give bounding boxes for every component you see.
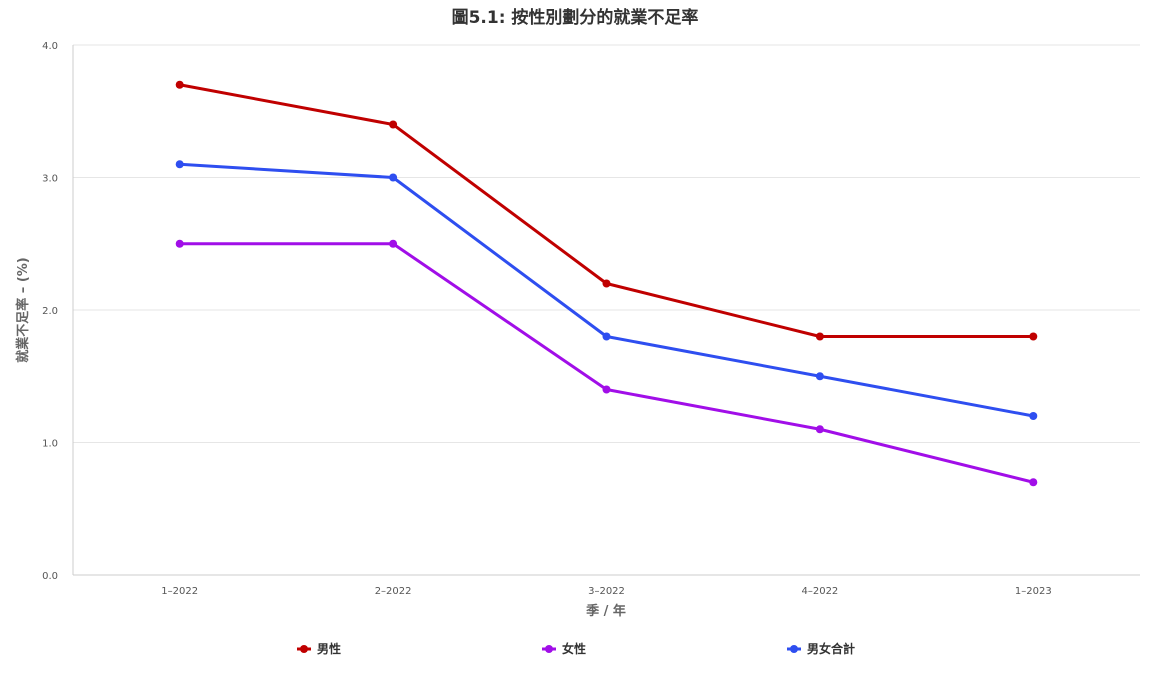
y-tick-label: 2.0 [42, 306, 58, 317]
x-tick-label: 1–2022 [161, 586, 198, 597]
series-line [178, 83, 1035, 338]
y-tick-label: 0.0 [42, 571, 58, 582]
legend: 男性 女性 男女合計 [297, 641, 855, 656]
legend-marker [790, 645, 798, 653]
data-point[interactable] [175, 160, 184, 169]
data-point[interactable] [602, 279, 611, 288]
legend-marker [300, 645, 308, 653]
legend-marker [545, 645, 553, 653]
x-tick-label: 2–2022 [375, 586, 412, 597]
series-0 [175, 80, 1038, 341]
data-point[interactable] [815, 372, 824, 381]
x-tick-label: 4–2022 [801, 586, 838, 597]
data-point[interactable] [1029, 478, 1038, 487]
data-point[interactable] [1029, 412, 1038, 420]
chart-title: 圖5.1: 按性別劃分的就業不足率 [452, 7, 699, 28]
data-point[interactable] [175, 80, 184, 89]
y-tick-label: 1.0 [42, 439, 58, 450]
legend-label: 女性 [562, 641, 586, 656]
series-line [178, 162, 1035, 418]
data-point[interactable] [389, 239, 398, 248]
data-point[interactable] [602, 332, 611, 341]
y-tick-label: 4.0 [42, 41, 58, 52]
legend-label: 男性 [317, 641, 341, 656]
gridlines [73, 44, 1140, 443]
data-point[interactable] [815, 425, 824, 434]
y-tick-label: 3.0 [42, 174, 58, 185]
data-point[interactable] [389, 120, 398, 129]
x-axis-title: 季 / 年 [585, 603, 626, 619]
x-tick-label: 3–2022 [588, 586, 625, 597]
x-tick-label: 1–2023 [1015, 586, 1052, 597]
y-axis-title: 就業不足率 – (%) [15, 257, 31, 362]
data-point[interactable] [389, 173, 398, 182]
legend-item[interactable]: 女性 [542, 641, 586, 656]
legend-item[interactable]: 男女合計 [787, 641, 855, 656]
legend-label: 男女合計 [807, 641, 855, 656]
series-1 [175, 239, 1038, 487]
data-point[interactable] [1029, 332, 1038, 341]
data-point[interactable] [175, 239, 184, 248]
series-2 [175, 160, 1038, 420]
data-point[interactable] [815, 332, 824, 341]
series-lines [175, 80, 1038, 487]
data-point[interactable] [602, 385, 611, 394]
axes: 0.0 1.0 2.0 3.0 4.0 1–2022 2–2022 3–2022 4–2022 1… [42, 41, 1140, 597]
legend-item[interactable]: 男性 [297, 641, 341, 656]
